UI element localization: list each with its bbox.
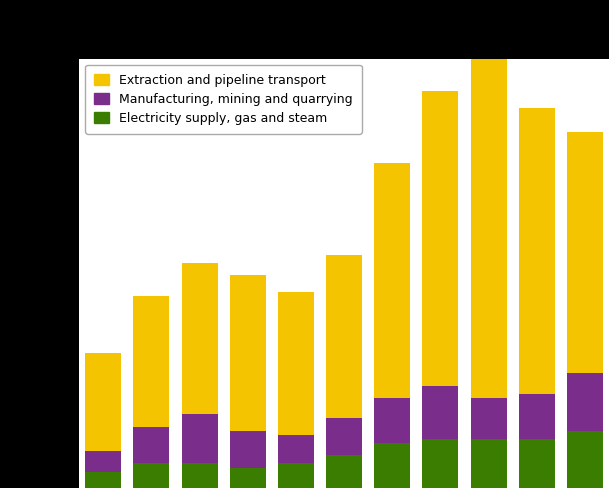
Bar: [181, 464, 217, 488]
Bar: [423, 91, 459, 386]
Bar: [85, 471, 121, 488]
Bar: [374, 443, 410, 488]
Bar: [133, 427, 169, 464]
Bar: [471, 55, 507, 398]
Bar: [181, 414, 217, 464]
Bar: [374, 163, 410, 398]
Bar: [230, 275, 266, 431]
Bar: [133, 464, 169, 488]
Bar: [567, 373, 603, 431]
Bar: [278, 435, 314, 464]
Bar: [133, 296, 169, 427]
Bar: [326, 255, 362, 419]
Bar: [85, 451, 121, 471]
Bar: [326, 455, 362, 488]
Bar: [230, 468, 266, 488]
Bar: [85, 353, 121, 451]
Bar: [326, 419, 362, 455]
Bar: [181, 263, 217, 414]
Bar: [519, 439, 555, 488]
Bar: [230, 431, 266, 468]
Bar: [567, 132, 603, 373]
Bar: [471, 398, 507, 439]
Bar: [519, 108, 555, 394]
Bar: [567, 431, 603, 488]
Bar: [423, 439, 459, 488]
Bar: [423, 386, 459, 439]
Bar: [278, 464, 314, 488]
Legend: Extraction and pipeline transport, Manufacturing, mining and quarrying, Electric: Extraction and pipeline transport, Manuf…: [85, 65, 362, 134]
Bar: [519, 394, 555, 439]
Bar: [374, 398, 410, 443]
Bar: [278, 292, 314, 435]
Bar: [471, 439, 507, 488]
